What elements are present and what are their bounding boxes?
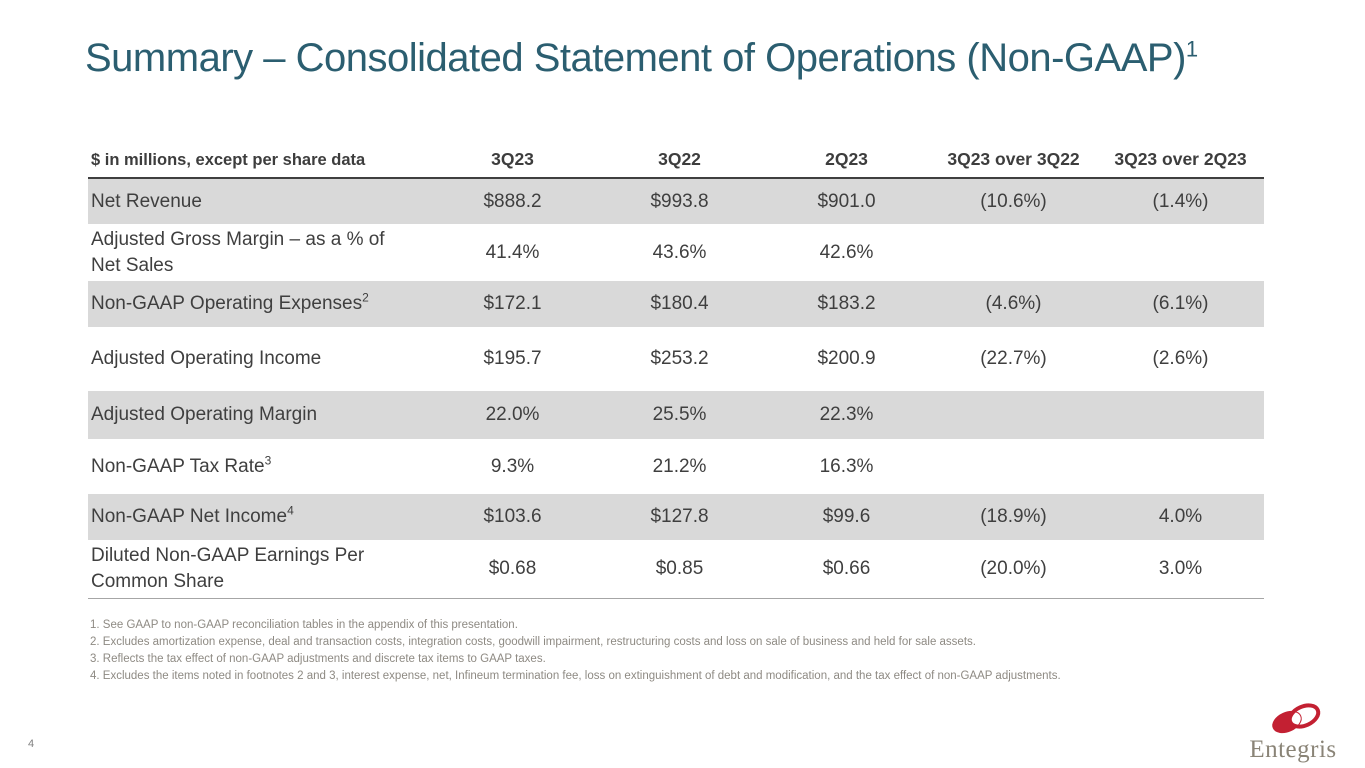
col-header-3q22: 3Q22 — [596, 147, 763, 179]
footnote-3: 3. Reflects the tax effect of non-GAAP a… — [90, 653, 546, 665]
row-label: Adjusted Operating Income — [88, 327, 429, 391]
cell-value: 21.2% — [652, 455, 707, 477]
entegris-logo: Entegris — [1245, 700, 1341, 764]
cell-value: $888.2 — [483, 190, 542, 212]
cell-value: 42.6% — [819, 241, 874, 263]
cell-value: (22.7%) — [980, 348, 1047, 370]
cell-value: (2.6%) — [1152, 348, 1209, 370]
row-label-text: Non-GAAP Operating Expenses — [91, 293, 363, 315]
row-label: Net Revenue — [88, 178, 429, 224]
cell-value — [1097, 391, 1264, 439]
row-label-text: Adjusted Gross Margin – as a % of Net Sa… — [91, 228, 385, 276]
cell-value: $180.4 — [650, 293, 709, 315]
table-row-net-revenue: Net Revenue $888.2 $993.8 $901.0 (10.6%)… — [88, 178, 1264, 224]
cell-value — [1097, 439, 1264, 494]
row-label: Non-GAAP Operating Expenses2 — [88, 281, 429, 327]
row-label-text: Non-GAAP Tax Rate — [91, 455, 265, 477]
row-label: Adjusted Operating Margin — [88, 391, 429, 439]
row-label: Non-GAAP Tax Rate3 — [88, 439, 429, 494]
title-text: Summary – Consolidated Statement of Oper… — [85, 36, 1186, 80]
cell-value — [930, 224, 1097, 281]
col-header-3q23-over-3q22: 3Q23 over 3Q22 — [930, 147, 1097, 179]
table-row-adjusted-operating-margin: Adjusted Operating Margin 22.0% 25.5% 22… — [88, 391, 1264, 439]
col-header-2q23: 2Q23 — [763, 147, 930, 179]
footnote-4: 4. Excludes the items noted in footnotes… — [90, 670, 1061, 682]
table-row-non-gaap-tax-rate: Non-GAAP Tax Rate3 9.3% 21.2% 16.3% — [88, 439, 1264, 494]
cell-value: (18.9%) — [980, 506, 1047, 528]
cell-value: (4.6%) — [985, 293, 1042, 315]
table-row-adjusted-operating-income: Adjusted Operating Income $195.7 $253.2 … — [88, 327, 1264, 391]
cell-value — [1097, 224, 1264, 281]
cell-value: $0.66 — [822, 557, 871, 579]
cell-value: 3.0% — [1158, 557, 1203, 579]
col-header-3q23-over-2q23: 3Q23 over 2Q23 — [1097, 147, 1264, 179]
financial-table: $ in millions, except per share data 3Q2… — [88, 147, 1264, 599]
cell-value: $127.8 — [650, 506, 709, 528]
cell-value: (1.4%) — [1152, 190, 1209, 212]
cell-value: $901.0 — [817, 190, 876, 212]
cell-value: (10.6%) — [980, 190, 1047, 212]
cell-value: $253.2 — [650, 348, 709, 370]
cell-value: $200.9 — [817, 348, 876, 370]
row-footnote-ref: 4 — [287, 503, 294, 518]
footnote-2: 2. Excludes amortization expense, deal a… — [90, 636, 976, 648]
cell-value: $183.2 — [817, 293, 876, 315]
row-footnote-ref: 3 — [264, 453, 272, 468]
row-label-text: Diluted Non-GAAP Earnings Per Common Sha… — [91, 545, 365, 592]
table-row-diluted-non-gaap-eps: Diluted Non-GAAP Earnings Per Common Sha… — [88, 540, 1264, 598]
cell-value: $993.8 — [650, 190, 709, 212]
row-label: Non-GAAP Net Income4 — [88, 494, 429, 540]
row-label-text: Adjusted Operating Income — [91, 348, 322, 370]
cell-value: $0.68 — [488, 557, 537, 579]
table-header-row: $ in millions, except per share data 3Q2… — [88, 147, 1264, 179]
cell-value: 25.5% — [652, 404, 707, 426]
cell-value: (6.1%) — [1152, 293, 1209, 315]
cell-value: 16.3% — [819, 455, 874, 477]
cell-value — [930, 391, 1097, 439]
cell-value: 22.3% — [819, 404, 874, 426]
logo-wordmark: Entegris — [1249, 736, 1337, 763]
cell-value: 9.3% — [490, 455, 535, 477]
cell-value: $103.6 — [483, 506, 542, 528]
page-title: Summary – Consolidated Statement of Oper… — [85, 36, 1198, 81]
cell-value: (20.0%) — [980, 557, 1047, 579]
cell-value: 22.0% — [485, 404, 540, 426]
cell-value — [930, 439, 1097, 494]
row-label-text: Adjusted Operating Margin — [91, 404, 318, 426]
cell-value: 41.4% — [485, 241, 540, 263]
page-number: 4 — [28, 738, 35, 750]
row-footnote-ref: 2 — [362, 290, 369, 305]
cell-value: 43.6% — [652, 241, 707, 263]
cell-value: $172.1 — [483, 293, 542, 315]
logo-rings-icon — [1272, 703, 1321, 734]
cell-value: $99.6 — [822, 506, 871, 528]
table-row-adjusted-gross-margin: Adjusted Gross Margin – as a % of Net Sa… — [88, 224, 1264, 281]
row-label: Diluted Non-GAAP Earnings Per Common Sha… — [88, 540, 429, 598]
col-header-3q23: 3Q23 — [429, 147, 596, 179]
footnotes: 1. See GAAP to non-GAAP reconciliation t… — [90, 617, 1136, 685]
row-label: Adjusted Gross Margin – as a % of Net Sa… — [88, 224, 429, 281]
footnote-1: 1. See GAAP to non-GAAP reconciliation t… — [90, 619, 518, 631]
cell-value: $195.7 — [483, 348, 542, 370]
table-row-non-gaap-operating-expenses: Non-GAAP Operating Expenses2 $172.1 $180… — [88, 281, 1264, 327]
row-label-text: Non-GAAP Net Income — [91, 506, 288, 528]
cell-value: $0.85 — [655, 557, 704, 579]
row-label-text: Net Revenue — [91, 190, 202, 212]
title-footnote-ref: 1 — [1185, 36, 1198, 62]
table-header-units-label: $ in millions, except per share data — [88, 147, 429, 179]
table-row-non-gaap-net-income: Non-GAAP Net Income4 $103.6 $127.8 $99.6… — [88, 494, 1264, 540]
cell-value: 4.0% — [1158, 506, 1203, 528]
